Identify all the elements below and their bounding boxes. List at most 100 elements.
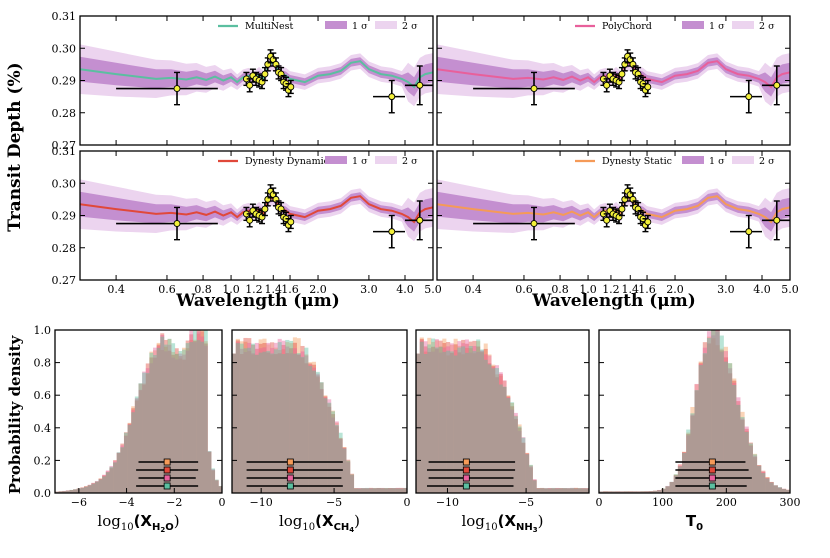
histogram-bar bbox=[498, 373, 503, 493]
histogram-bar bbox=[289, 348, 294, 493]
histogram-bar bbox=[116, 452, 121, 493]
histogram-bar bbox=[464, 343, 469, 493]
y-tick-label: 0.31 bbox=[52, 145, 77, 158]
y-axis-label-top: Transit Depth (%) bbox=[5, 62, 25, 231]
histogram-bar bbox=[694, 390, 699, 493]
histogram-bar bbox=[760, 472, 766, 493]
histogram-bar bbox=[174, 359, 179, 493]
histogram-bar bbox=[102, 476, 107, 493]
histogram-bar bbox=[80, 487, 85, 493]
histogram-bar bbox=[380, 488, 385, 493]
histogram-bar bbox=[308, 362, 313, 493]
histogram-bar bbox=[218, 486, 222, 493]
histogram-bar bbox=[163, 344, 168, 493]
x-tick-label: −5 bbox=[518, 496, 534, 509]
histogram-bar bbox=[338, 438, 343, 493]
data-marker bbox=[644, 218, 652, 226]
histogram-bar bbox=[748, 446, 753, 493]
histogram-bar bbox=[748, 445, 753, 493]
histogram-bar bbox=[123, 435, 128, 493]
histogram-bar bbox=[189, 339, 194, 493]
histogram-bar bbox=[698, 365, 704, 493]
x-tick-label: 5.0 bbox=[781, 283, 799, 296]
data-point bbox=[599, 206, 607, 222]
histogram-bar bbox=[491, 368, 496, 493]
histogram-bar bbox=[446, 355, 451, 493]
histogram-bar bbox=[235, 343, 240, 493]
x-axis-label-species-count: 3 bbox=[533, 526, 538, 534]
histogram-bar bbox=[372, 488, 377, 493]
x-axis-label-sub: 10 bbox=[121, 522, 134, 533]
histogram-bar bbox=[453, 344, 458, 493]
histogram-bar bbox=[628, 491, 633, 493]
legend-label-2sigma: 2 σ bbox=[759, 21, 775, 32]
histogram-bar bbox=[760, 471, 766, 493]
data-point bbox=[644, 79, 652, 95]
histogram-bar bbox=[281, 354, 286, 493]
x-tick-label: 1.4 bbox=[622, 283, 640, 296]
legend-swatch-1sigma bbox=[682, 21, 704, 29]
histogram-bar bbox=[380, 487, 385, 493]
histogram-bar bbox=[632, 491, 637, 493]
histogram-bar bbox=[94, 481, 99, 493]
histogram-panel-hist-2: −10 −5 0 log10(XCH4) bbox=[231, 329, 411, 534]
histogram-bar bbox=[80, 487, 85, 493]
data-point bbox=[116, 206, 218, 241]
histogram-bar bbox=[706, 331, 712, 493]
histogram-bar bbox=[58, 491, 63, 493]
panel-frame bbox=[598, 329, 791, 494]
histogram-bar bbox=[281, 344, 286, 493]
histogram-bar bbox=[84, 486, 88, 493]
histogram-bar bbox=[623, 491, 629, 493]
x-axis-label-species-tail: O bbox=[165, 522, 174, 533]
histogram-bar bbox=[690, 413, 695, 493]
histogram-bar bbox=[120, 447, 125, 493]
histogram-bar bbox=[502, 380, 507, 493]
histogram-bar bbox=[167, 338, 172, 493]
histogram-bar bbox=[311, 364, 316, 493]
histogram-bar bbox=[109, 467, 114, 493]
histogram-bar bbox=[607, 491, 612, 493]
histogram-bar bbox=[196, 331, 201, 493]
histogram-bar bbox=[487, 355, 492, 493]
histogram-bar bbox=[468, 348, 473, 493]
histogram-bar bbox=[403, 488, 407, 493]
histogram-bar bbox=[319, 382, 324, 493]
histogram-bar bbox=[517, 431, 522, 493]
histogram-bar bbox=[562, 488, 567, 493]
histogram-bar bbox=[98, 478, 103, 493]
histogram-bar bbox=[665, 486, 670, 493]
histogram-bar bbox=[628, 491, 633, 493]
histogram-bar bbox=[387, 488, 393, 493]
histogram-bar bbox=[715, 330, 720, 493]
histogram-bar bbox=[211, 470, 216, 493]
histogram-series bbox=[55, 330, 222, 493]
summary-marker bbox=[427, 482, 514, 490]
histogram-bar bbox=[427, 344, 432, 493]
histogram-bar bbox=[171, 354, 176, 493]
histogram-bar bbox=[457, 341, 462, 493]
histogram-bar bbox=[727, 363, 733, 493]
histogram-bar bbox=[87, 484, 92, 493]
histogram-bar bbox=[196, 333, 201, 493]
histogram-bar bbox=[203, 330, 208, 493]
histogram-bar bbox=[494, 365, 500, 493]
histogram-bar bbox=[431, 341, 436, 493]
data-point bbox=[261, 201, 269, 217]
histogram-bar bbox=[479, 351, 484, 493]
histogram-bar bbox=[296, 354, 301, 493]
histogram-bar bbox=[109, 466, 114, 493]
histogram-bar bbox=[731, 380, 737, 493]
histogram-panel-hist-1: −6 −4 −2 0 0.0 0.2 0.4 0.6 0.8 1.0 log10(XH2O) bbox=[34, 324, 226, 534]
histogram-bar bbox=[513, 416, 518, 493]
histogram-bar bbox=[532, 479, 537, 493]
histogram-bar bbox=[769, 482, 774, 493]
histogram-bar bbox=[91, 483, 96, 493]
histogram-bar bbox=[214, 480, 219, 493]
histogram-bar bbox=[476, 341, 481, 493]
histogram-bar bbox=[558, 488, 563, 493]
histogram-bar bbox=[273, 354, 278, 493]
histogram-bar bbox=[160, 350, 165, 493]
histogram-bar bbox=[391, 488, 396, 493]
